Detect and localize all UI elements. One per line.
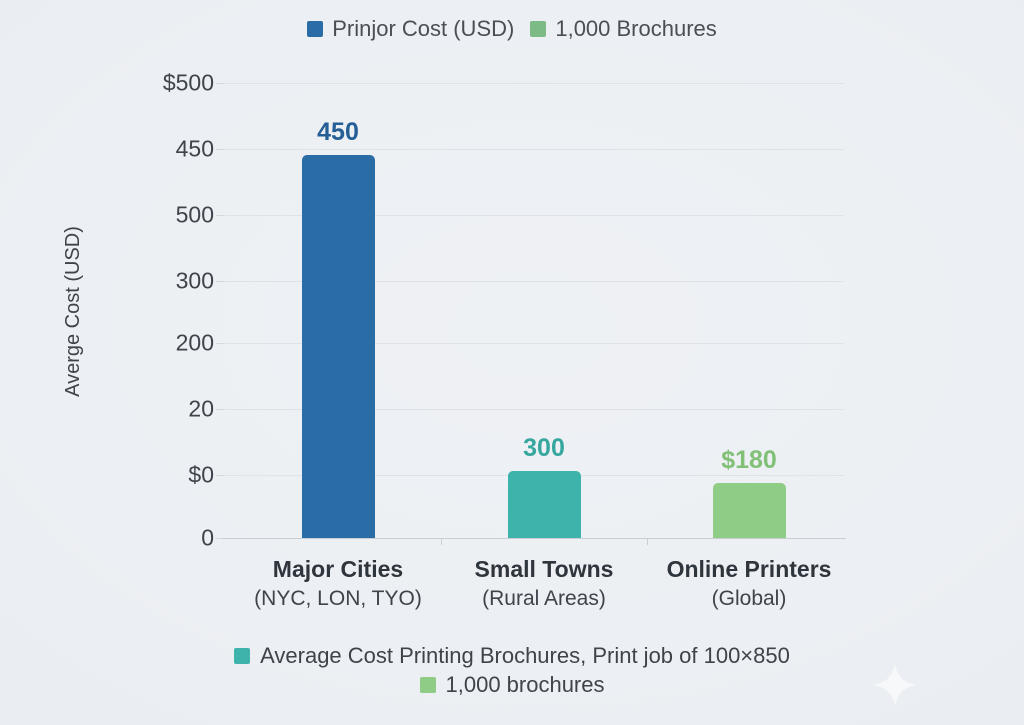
y-axis-tick-mark [216, 538, 224, 539]
legend-label: 1,000 Brochures [555, 16, 717, 41]
bar-2[interactable] [508, 471, 581, 538]
category-label-2: Small Towns (Rural Areas) [475, 556, 614, 612]
gridline [224, 215, 844, 216]
bottom-legend: Average Cost Printing Brochures, Print j… [0, 645, 1024, 703]
y-axis-tick-mark [216, 83, 224, 84]
plot-area: 450 300 $180 [216, 83, 846, 545]
bar-1[interactable] [302, 155, 375, 538]
category-sublabel: (NYC, LON, TYO) [254, 586, 422, 610]
sparkle-icon [872, 662, 918, 708]
legend-swatch-icon [307, 21, 324, 37]
legend-label: Average Cost Printing Brochures, Print j… [260, 643, 790, 668]
y-axis-tick-label: 0 [201, 524, 214, 551]
x-axis-line [222, 538, 846, 539]
legend-item-1000-brochures: 1,000 Brochures [530, 16, 717, 41]
top-legend: Prinjor Cost (USD) 1,000 Brochures [0, 18, 1024, 40]
y-axis-tick-mark [216, 343, 224, 344]
y-axis-tick-label: 500 [175, 201, 214, 228]
y-axis-tick-mark [216, 409, 224, 410]
bar-value-label: $180 [721, 446, 777, 474]
category-name: Online Printers [666, 556, 832, 582]
category-sublabel: (Global) [711, 586, 787, 610]
y-axis-tick-label: $500 [162, 69, 214, 96]
x-axis-tick-mark [647, 538, 648, 545]
gridline [224, 343, 844, 344]
gridline [224, 281, 844, 282]
y-axis-tick-labels: $500 450 500 300 200 20 $0 0 [0, 70, 214, 551]
bar-3[interactable] [713, 483, 786, 538]
legend-item-average-cost: Average Cost Printing Brochures, Print j… [0, 645, 1024, 667]
category-sublabel: (Rural Areas) [482, 586, 606, 610]
legend-item-1000-brochures: 1,000 brochures [0, 674, 1024, 696]
category-label-1: Major Cities (NYC, LON, TYO) [254, 556, 422, 612]
category-name: Small Towns [474, 556, 614, 582]
y-axis-tick-mark [216, 281, 224, 282]
legend-item-prinjor-cost: Prinjor Cost (USD) [307, 18, 514, 40]
y-axis-tick-label: $0 [188, 461, 214, 488]
category-name: Major Cities [272, 556, 404, 582]
gridline [224, 83, 844, 84]
y-axis-tick-mark [216, 149, 224, 150]
legend-swatch-icon [419, 677, 436, 693]
y-axis-tick-mark [216, 215, 224, 216]
legend-swatch-icon [234, 648, 251, 664]
y-axis-tick-mark [216, 475, 224, 476]
bar-value-label: 300 [523, 434, 565, 462]
category-label-3: Online Printers (Global) [667, 556, 832, 612]
y-axis-tick-label: 200 [175, 329, 214, 356]
legend-swatch-icon [530, 21, 547, 37]
legend-label: 1,000 brochures [445, 672, 605, 697]
x-axis-tick-mark [441, 538, 442, 545]
y-axis-tick-label: 20 [188, 395, 214, 422]
gridline [224, 149, 844, 150]
y-axis-tick-label: 450 [175, 135, 214, 162]
bar-value-label: 450 [317, 118, 359, 146]
legend-label: Prinjor Cost (USD) [332, 16, 515, 41]
gridline [224, 409, 844, 410]
y-axis-tick-label: 300 [175, 267, 214, 294]
